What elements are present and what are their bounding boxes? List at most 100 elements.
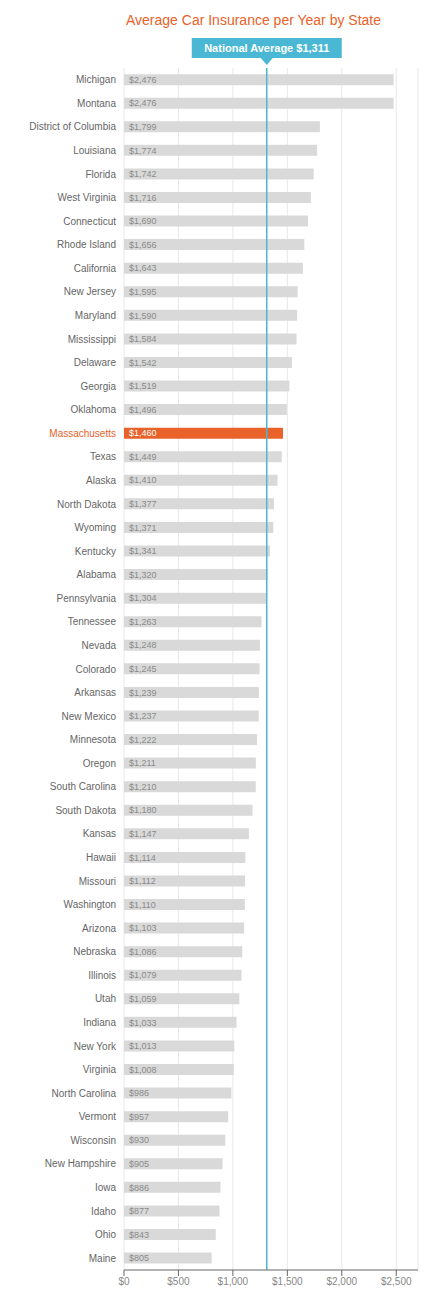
svg-text:$1,320: $1,320 [129,570,157,580]
svg-text:Idaho: Idaho [91,1206,116,1217]
svg-text:$1,595: $1,595 [129,287,157,297]
svg-text:$1,263: $1,263 [129,617,157,627]
svg-text:$1,500: $1,500 [272,1276,303,1287]
svg-text:Wisconsin: Wisconsin [70,1135,116,1146]
svg-text:$930: $930 [129,1135,149,1145]
svg-text:Washington: Washington [64,899,116,910]
svg-text:$1,239: $1,239 [129,688,157,698]
svg-text:$1,103: $1,103 [129,923,157,933]
svg-text:Kentucky: Kentucky [75,546,116,557]
svg-text:Nebraska: Nebraska [73,946,116,957]
svg-text:Georgia: Georgia [80,381,116,392]
svg-text:New York: New York [74,1041,117,1052]
svg-text:Iowa: Iowa [95,1182,117,1193]
svg-text:$1,690: $1,690 [129,216,157,226]
svg-text:Texas: Texas [90,451,116,462]
svg-text:$1,656: $1,656 [129,240,157,250]
svg-text:$2,476: $2,476 [129,98,157,108]
svg-text:$957: $957 [129,1112,149,1122]
svg-text:New Jersey: New Jersey [64,286,116,297]
svg-text:$1,742: $1,742 [129,169,157,179]
svg-text:Maryland: Maryland [75,310,116,321]
svg-text:Ohio: Ohio [95,1229,117,1240]
svg-text:$1,000: $1,000 [218,1276,249,1287]
svg-text:$1,222: $1,222 [129,735,157,745]
svg-text:Utah: Utah [95,993,116,1004]
svg-text:West Virginia: West Virginia [57,192,116,203]
svg-text:$1,716: $1,716 [129,193,157,203]
svg-text:$2,476: $2,476 [129,75,157,85]
svg-text:$1,799: $1,799 [129,122,157,132]
svg-text:$1,643: $1,643 [129,263,157,273]
svg-text:$2,000: $2,000 [326,1276,357,1287]
svg-text:Pennsylvania: Pennsylvania [57,593,117,604]
svg-text:$1,180: $1,180 [129,805,157,815]
svg-text:$1,519: $1,519 [129,381,157,391]
svg-text:District of Columbia: District of Columbia [29,121,116,132]
svg-text:Wyoming: Wyoming [74,522,116,533]
svg-text:$1,496: $1,496 [129,405,157,415]
svg-text:$1,059: $1,059 [129,994,157,1004]
svg-text:Kansas: Kansas [83,828,116,839]
svg-text:$1,211: $1,211 [129,758,156,768]
svg-text:$2,500: $2,500 [381,1276,412,1287]
svg-text:$1,248: $1,248 [129,640,157,650]
svg-text:New Hampshire: New Hampshire [45,1158,117,1169]
svg-text:Alabama: Alabama [77,569,117,580]
svg-text:$905: $905 [129,1159,149,1169]
svg-text:$1,341: $1,341 [129,546,157,556]
svg-text:$1,377: $1,377 [129,499,157,509]
svg-text:Arizona: Arizona [82,923,116,934]
svg-text:$1,245: $1,245 [129,664,157,674]
svg-text:Colorado: Colorado [75,664,116,675]
svg-text:Hawaii: Hawaii [86,852,116,863]
svg-text:$1,114: $1,114 [129,853,156,863]
svg-text:Virginia: Virginia [83,1064,117,1075]
svg-text:Massachusetts: Massachusetts [49,428,116,439]
svg-text:$843: $843 [129,1230,149,1240]
svg-text:Illinois: Illinois [88,970,116,981]
svg-text:$805: $805 [129,1253,149,1263]
svg-text:Rhode Island: Rhode Island [57,239,116,250]
svg-text:$1,210: $1,210 [129,782,157,792]
svg-text:$1,590: $1,590 [129,311,157,321]
svg-text:South Carolina: South Carolina [50,781,117,792]
svg-text:$1,584: $1,584 [129,334,157,344]
svg-text:$1,460: $1,460 [129,428,157,438]
svg-text:North Carolina: North Carolina [52,1088,117,1099]
svg-text:Missouri: Missouri [79,876,116,887]
svg-text:$986: $986 [129,1088,149,1098]
svg-text:Maine: Maine [89,1253,117,1264]
svg-text:California: California [74,263,117,274]
svg-text:$886: $886 [129,1183,149,1193]
svg-text:$877: $877 [129,1206,149,1216]
svg-text:New Mexico: New Mexico [62,711,117,722]
svg-text:$1,079: $1,079 [129,970,157,980]
svg-text:$0: $0 [118,1276,130,1287]
svg-text:$500: $500 [167,1276,190,1287]
svg-text:$1,110: $1,110 [129,900,156,910]
svg-text:Oklahoma: Oklahoma [70,404,116,415]
svg-text:Louisiana: Louisiana [73,145,116,156]
svg-text:North Dakota: North Dakota [57,499,116,510]
svg-text:Tennessee: Tennessee [68,616,117,627]
svg-text:Florida: Florida [85,169,116,180]
svg-text:Mississippi: Mississippi [68,334,116,345]
svg-text:Nevada: Nevada [82,640,117,651]
svg-text:Connecticut: Connecticut [63,216,116,227]
svg-text:$1,008: $1,008 [129,1065,157,1075]
svg-text:Alaska: Alaska [86,475,116,486]
svg-text:$1,147: $1,147 [129,829,157,839]
svg-text:$1,449: $1,449 [129,452,157,462]
svg-text:Oregon: Oregon [83,758,116,769]
svg-text:$1,013: $1,013 [129,1041,157,1051]
svg-text:Vermont: Vermont [79,1111,116,1122]
svg-text:$1,410: $1,410 [129,475,157,485]
svg-text:$1,086: $1,086 [129,947,157,957]
svg-text:Minnesota: Minnesota [70,734,117,745]
svg-text:$1,237: $1,237 [129,711,157,721]
svg-text:$1,033: $1,033 [129,1018,157,1028]
svg-text:Indiana: Indiana [83,1017,116,1028]
svg-text:$1,371: $1,371 [129,523,157,533]
svg-text:$1,542: $1,542 [129,358,157,368]
